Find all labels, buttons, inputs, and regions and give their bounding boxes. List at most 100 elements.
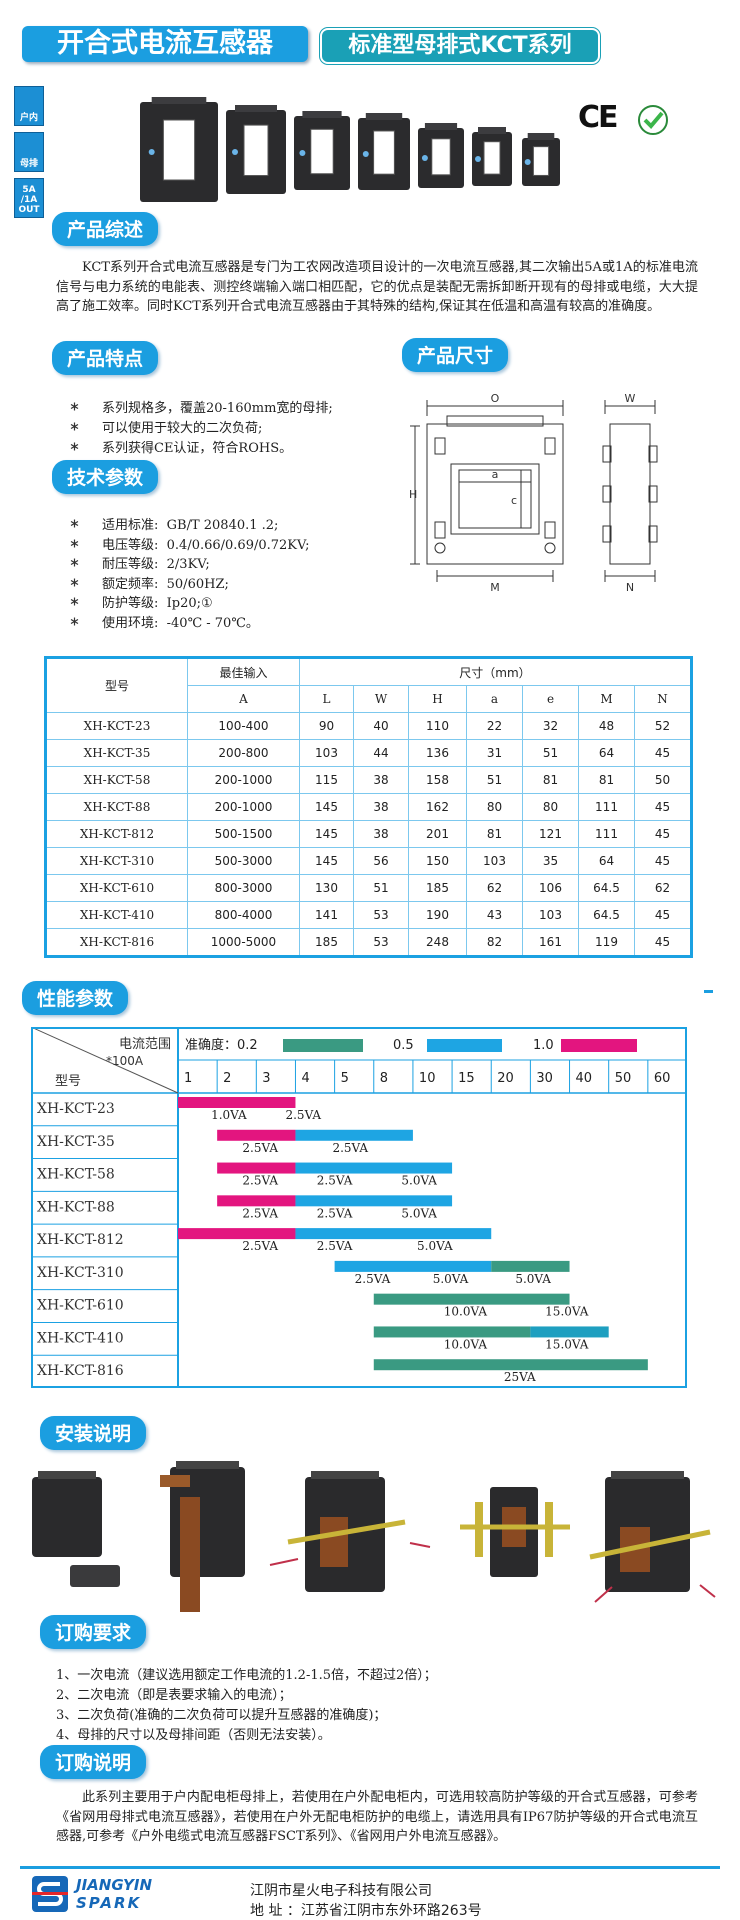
dim-label: O: [491, 392, 500, 405]
order-item: 3、二次负荷(准确的二次负荷可以提升互感器的准确度)；: [56, 1708, 387, 1723]
footer-rule: [20, 1866, 720, 1869]
table-cell: 201: [408, 820, 467, 848]
bolt: [589, 1529, 711, 1560]
features-heading: 产品特点: [52, 341, 159, 375]
chart-border: [31, 1027, 687, 1388]
subheader-cell: e: [522, 685, 579, 713]
overview-heading: 产品综述: [52, 212, 159, 246]
note-heading: 订购说明: [40, 1745, 147, 1779]
model-cell: XH-KCT-410: [45, 901, 188, 929]
table-cell: 50: [634, 766, 692, 794]
table-cell: 150: [408, 847, 467, 875]
table-cell: 500-1500: [187, 820, 300, 848]
logo-mark: [32, 1876, 68, 1912]
bar-side: [475, 1502, 483, 1557]
bullet: [70, 597, 79, 606]
table-cell: 38: [353, 820, 409, 848]
spec-item: 防护等级: Ip20;①: [102, 596, 213, 612]
badge-text: 户内: [19, 113, 38, 123]
range-bar: [295, 1228, 492, 1240]
range-bar: [295, 1162, 453, 1174]
device-top: [611, 1471, 684, 1479]
photo-label: [524, 159, 531, 165]
table-cell: 103: [466, 847, 523, 875]
table-cell: 53: [353, 928, 409, 957]
table-cell: 100-400: [187, 712, 300, 740]
tick-label: 1: [184, 1071, 192, 1086]
range-bar: [217, 1162, 296, 1174]
model-label: XH-KCT-35: [37, 1134, 115, 1150]
photo-top: [365, 113, 403, 120]
device-top: [311, 1471, 379, 1479]
burden-label: 2.5VA: [355, 1272, 391, 1286]
table-cell: 161: [522, 928, 579, 957]
tick-label: 60: [654, 1071, 671, 1086]
arrow: [269, 1558, 299, 1566]
table-cell: 162: [408, 793, 467, 821]
corner-diagonal: [31, 1027, 179, 1094]
table-cell: 248: [408, 928, 467, 957]
table-cell: 111: [578, 820, 635, 848]
device-top: [38, 1471, 96, 1479]
subheader-cell: A: [187, 685, 300, 713]
photo-top: [527, 133, 555, 140]
photo-window: [373, 130, 395, 175]
subheader-cell: W: [353, 685, 409, 713]
table-cell: 82: [466, 928, 523, 957]
table-cell: 103: [522, 901, 579, 929]
spec-item: 耐压等级: 2/3KV;: [102, 557, 210, 573]
table-cell: 185: [299, 928, 354, 957]
legend-swatch: [561, 1039, 637, 1052]
corner-label: 型号: [55, 1074, 81, 1089]
tick-label: 30: [536, 1071, 553, 1086]
range-bar: [373, 1359, 648, 1371]
install-heading: 安装说明: [40, 1416, 147, 1450]
table-cell: 45: [634, 928, 692, 957]
order-item: 4、母排的尺寸以及母排间距（否则无法安装）。: [56, 1728, 331, 1743]
table-cell: 62: [466, 874, 523, 902]
range-bar: [295, 1129, 413, 1141]
photo-top: [235, 105, 277, 112]
busbar: [160, 1475, 190, 1487]
header-cell: 型号: [45, 657, 188, 713]
subheader-cell: a: [466, 685, 523, 713]
burden-label: 2.5VA: [317, 1206, 353, 1220]
tick-label: 10: [419, 1071, 436, 1086]
burden-label: 25VA: [504, 1370, 536, 1384]
table-cell: 121: [522, 820, 579, 848]
table-cell: 190: [408, 901, 467, 929]
table-cell: 136: [408, 739, 467, 767]
bullet: [70, 519, 79, 528]
table-cell: 103: [299, 739, 354, 767]
accent-dash: [704, 990, 713, 993]
table-cell: 81: [466, 820, 523, 848]
badge: 母排: [14, 132, 44, 172]
table-cell: 81: [522, 766, 579, 794]
title-box: 开合式电流互感器: [22, 26, 308, 62]
dimension-drawing: O H a c M W N: [409, 392, 658, 594]
arrow: [409, 1542, 431, 1548]
subheader-cell: L: [299, 685, 354, 713]
table-cell: 22: [466, 712, 523, 740]
table-cell: 130: [299, 874, 354, 902]
bullet: [70, 442, 79, 451]
company: 江阴市星火电子科技有限公司: [250, 1883, 432, 1899]
table-cell: 52: [634, 712, 692, 740]
table-cell: 1000-5000: [187, 928, 300, 957]
badge-text: 5A: [22, 185, 36, 195]
legend-label: 准确度：0.2: [185, 1037, 258, 1053]
corner-label: *100A: [106, 1054, 144, 1068]
badge: 户内: [14, 86, 44, 126]
table-cell: 48: [578, 712, 635, 740]
range-bar: [178, 1097, 296, 1108]
table-cell: 31: [466, 739, 523, 767]
model-cell: XH-KCT-812: [45, 820, 188, 848]
header-cell: 尺寸（mm）: [299, 657, 692, 686]
photo-label: [232, 149, 238, 155]
model-label: XH-KCT-58: [37, 1167, 115, 1183]
model-label: XH-KCT-23: [37, 1101, 115, 1117]
dim-label: H: [409, 488, 417, 501]
table-cell: 62: [634, 874, 692, 902]
photo-label: [475, 156, 481, 162]
ce-mark: CE: [578, 100, 618, 135]
